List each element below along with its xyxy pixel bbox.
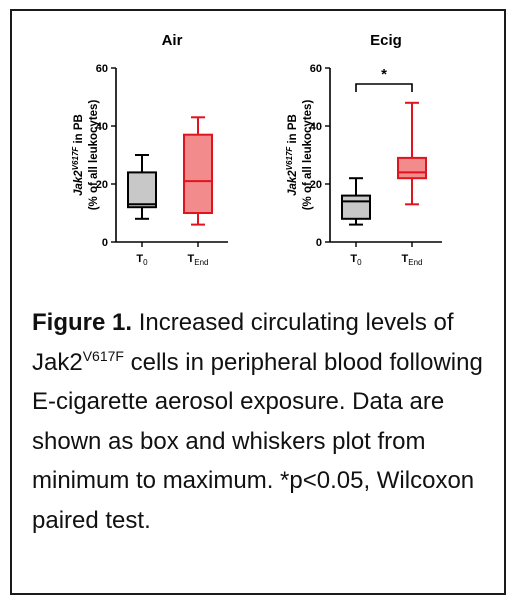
x-tick-label: TEnd: [188, 253, 209, 267]
significance-label: *: [381, 66, 387, 83]
y-axis-label: Jak2V617F in PB (% of all leukocytes): [71, 100, 100, 211]
box-t0: [127, 154, 157, 220]
x-tick-label: TEnd: [402, 253, 423, 267]
box-iqr: [127, 171, 157, 209]
significance-bracket: [355, 83, 413, 92]
box-iqr: [397, 156, 427, 180]
figure-frame: [10, 9, 506, 595]
box-tend: [397, 101, 427, 206]
caption-sup: V617F: [82, 347, 124, 364]
box-iqr: [341, 194, 371, 220]
chart-title: Air: [162, 32, 183, 49]
y-tick-label: 0: [102, 237, 108, 249]
box-t0: [341, 177, 371, 226]
y-tick-label: 40: [310, 121, 322, 133]
y-tick-label: 0: [316, 237, 322, 249]
y-axis-label: Jak2V617F in PB (% of all leukocytes): [285, 100, 314, 211]
caption-text-1: Increased circulating levels of Jak2: [32, 309, 454, 376]
caption-lead: Figure 1.: [32, 309, 133, 336]
x-tick-label: T0: [350, 253, 362, 267]
y-tick-label: 60: [96, 63, 108, 75]
y-axis-label-line1: Jak2V617F in PB: [285, 114, 299, 196]
box-iqr: [183, 133, 213, 214]
x-tick-label: T0: [136, 253, 148, 267]
y-axis-label-line2: (% of all leukocytes): [88, 100, 100, 211]
chart-title: Ecig: [370, 32, 402, 49]
panel-ecig: Ecig 0 20 40 60 T0 TEnd Jak2V617F in PB (% of al…: [285, 32, 442, 267]
y-axis-label-line2: (% of all leukocytes): [302, 100, 314, 211]
y-tick-label: 20: [310, 179, 322, 191]
panel-air: Air 0 20 40 60 T0 TEnd Jak2V617F in PB (% of all…: [71, 32, 228, 267]
figure-caption: Figure 1. Increased circulating levels o…: [32, 303, 502, 540]
y-tick-label: 40: [96, 121, 108, 133]
y-tick-label: 20: [96, 179, 108, 191]
box-tend: [183, 116, 213, 226]
y-axis-label-line1: Jak2V617F in PB: [71, 114, 85, 196]
caption-text-2: cells in peripheral blood following E-ci…: [32, 348, 483, 534]
y-tick-label: 60: [310, 63, 322, 75]
